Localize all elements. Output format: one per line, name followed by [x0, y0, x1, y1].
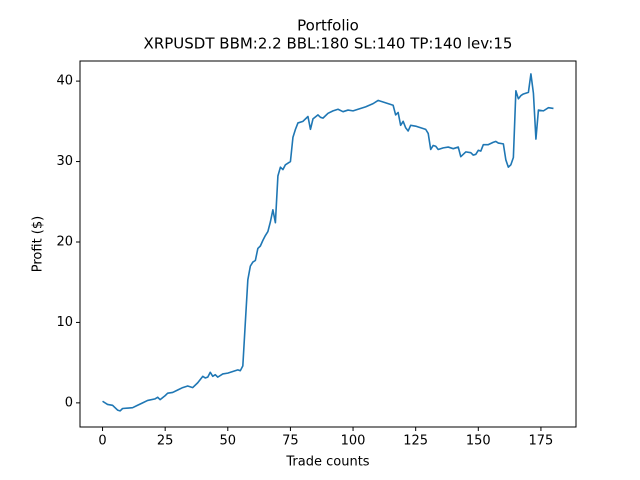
x-tick-label: 175: [529, 434, 554, 449]
plot-frame: [79, 60, 577, 428]
x-tick-label: 0: [98, 434, 106, 449]
y-axis-label: Profit ($): [31, 216, 46, 272]
y-tick-label: 40: [56, 74, 73, 89]
x-tick-label: 150: [466, 434, 491, 449]
x-axis-label: Trade counts: [285, 455, 369, 470]
x-tick-label: 100: [341, 434, 366, 449]
chart-subtitle: XRPUSDT BBM:2.2 BBL:180 SL:140 TP:140 le…: [144, 35, 513, 53]
y-tick-label: 0: [65, 395, 73, 410]
x-tick-label: 50: [220, 434, 237, 449]
y-tick-label: 30: [56, 154, 73, 169]
y-tick-label: 20: [56, 234, 73, 249]
x-tick-label: 125: [403, 434, 428, 449]
chart-title: Portfolio: [297, 17, 359, 35]
x-tick-label: 75: [282, 434, 299, 449]
x-tick-label: 25: [157, 434, 174, 449]
data-line: [102, 73, 554, 412]
y-tick-label: 10: [56, 315, 73, 330]
